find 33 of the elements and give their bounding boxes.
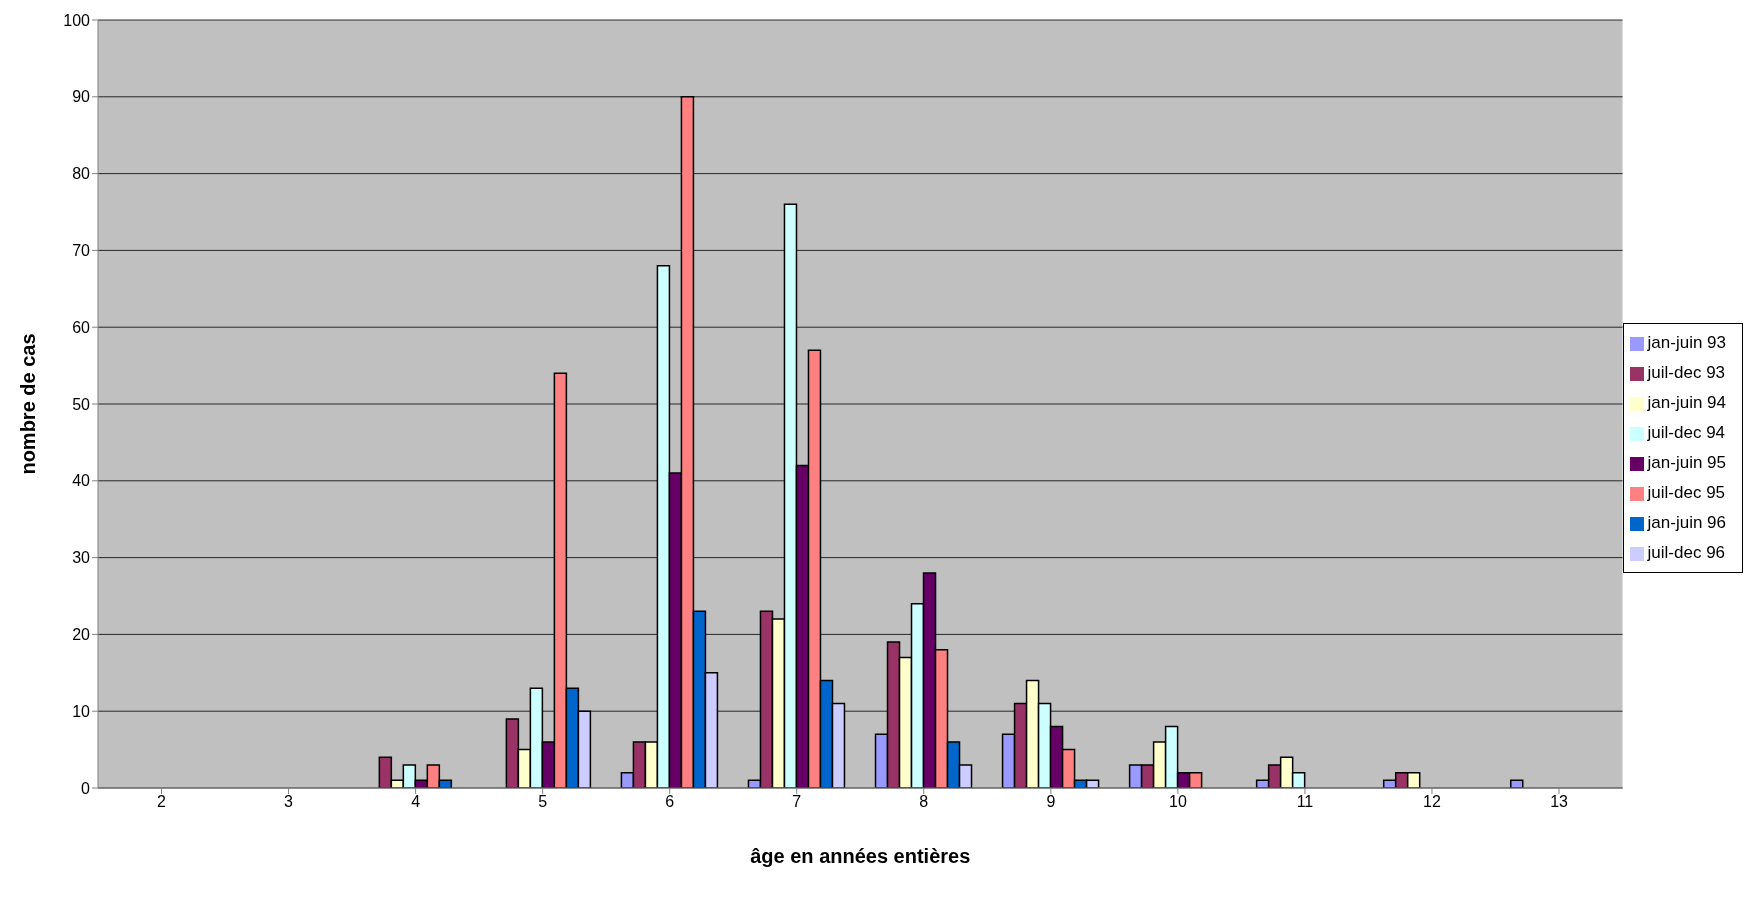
x-tick-label: 5 — [538, 793, 548, 811]
x-tick-label: 8 — [919, 793, 929, 811]
x-tick-label: 12 — [1423, 793, 1441, 811]
x-tick-label: 9 — [1046, 793, 1056, 811]
y-tick-label: 40 — [72, 472, 91, 490]
legend-label: juil-dec 96 — [1647, 543, 1726, 562]
x-tick-label: 2 — [157, 793, 167, 811]
y-tick-label: 100 — [63, 11, 91, 29]
x-axis-title: âge en années entières — [750, 845, 971, 867]
legend-label: juil-dec 93 — [1647, 363, 1726, 382]
x-tick-label: 10 — [1168, 793, 1187, 811]
y-tick-label: 50 — [72, 395, 91, 413]
y-axis-title: nombre de cas — [17, 333, 40, 475]
x-tick-label: 7 — [792, 793, 802, 811]
y-tick-label: 0 — [81, 779, 91, 797]
legend-label: jan-juin 93 — [1647, 333, 1726, 352]
y-tick-label: 20 — [72, 626, 91, 644]
legend-label: jan-juin 96 — [1647, 513, 1726, 532]
y-tick-label: 60 — [72, 318, 91, 336]
y-tick-label: 70 — [72, 242, 91, 260]
x-tick-label: 3 — [284, 793, 294, 811]
y-tick-label: 30 — [72, 549, 91, 567]
legend-label: jan-juin 94 — [1647, 393, 1726, 412]
y-tick-label: 90 — [72, 88, 91, 106]
legend-label: juil-dec 94 — [1647, 423, 1726, 442]
x-tick-label: 11 — [1296, 793, 1314, 811]
x-tick-label: 6 — [665, 793, 675, 811]
legend-label: jan-juin 95 — [1647, 453, 1726, 472]
legend-label: juil-dec 95 — [1647, 483, 1726, 502]
y-tick-label: 10 — [72, 702, 91, 720]
x-tick-label: 4 — [411, 793, 421, 811]
x-tick-label: 13 — [1550, 793, 1569, 811]
y-tick-label: 80 — [72, 165, 91, 183]
